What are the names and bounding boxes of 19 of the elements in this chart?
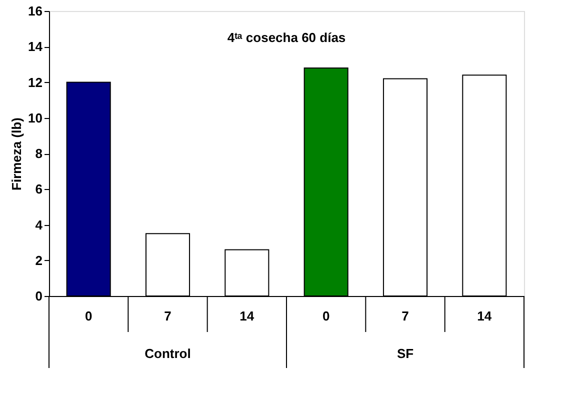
y-tick-label: 16 [28, 4, 42, 18]
y-axis-title: Firmeza (lb) [9, 118, 24, 190]
x-tick-label: 0 [322, 308, 330, 324]
text: Control [144, 346, 191, 361]
x-tick-label: 7 [402, 308, 409, 324]
text: SF [396, 346, 414, 361]
text: 4ᵗᵃ cosecha 60 días [227, 30, 346, 45]
x-tick-label: 0 [84, 308, 92, 324]
y-tick-label: 0 [35, 288, 42, 304]
y-tick-label: 12 [28, 74, 42, 90]
y-tick-label: 10 [28, 110, 42, 126]
y-tick-label: 6 [35, 182, 42, 197]
y-tick-label: 14 [28, 39, 44, 54]
x-tick-label: 7 [164, 308, 172, 324]
y-tick-label: 4 [35, 217, 44, 232]
y-tick-label: 8 [35, 146, 42, 161]
x-tick-label: 14 [240, 308, 255, 324]
x-tick-label: 14 [477, 308, 492, 324]
y-tick-label: 2 [35, 252, 42, 268]
